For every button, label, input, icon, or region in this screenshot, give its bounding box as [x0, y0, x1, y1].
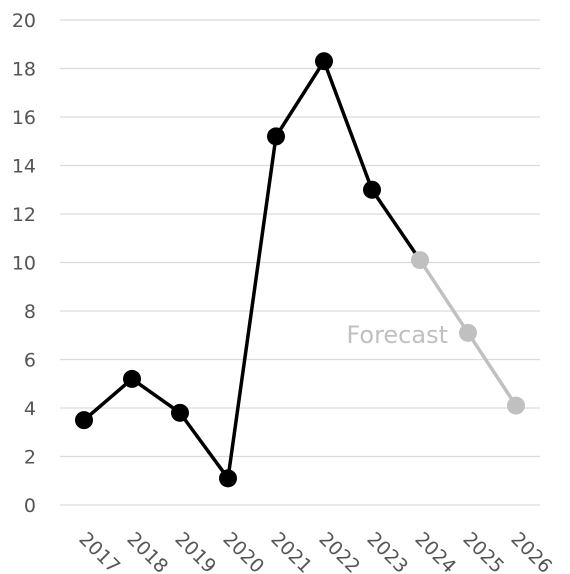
- x-tick-label: 2021: [266, 528, 316, 574]
- data-point-2026: [507, 396, 525, 415]
- x-tick-label: 2022: [314, 528, 364, 574]
- data-point-2025: [459, 323, 477, 342]
- x-tick-label: 2019: [170, 528, 220, 574]
- forecast-annotation: Forecast: [346, 321, 448, 349]
- y-axis-tick-labels: 0 2 4 6 8 10 12 14 16 18 20: [12, 10, 36, 517]
- data-point-2020: [219, 469, 237, 488]
- data-point-2019: [171, 403, 189, 422]
- y-tick-label: 12: [12, 204, 36, 226]
- data-point-2017: [75, 411, 93, 430]
- x-tick-label: 2017: [74, 528, 124, 574]
- y-tick-label: 8: [24, 301, 36, 323]
- y-tick-label: 16: [12, 107, 36, 129]
- y-tick-label: 6: [24, 350, 36, 372]
- x-tick-label: 2025: [458, 528, 508, 574]
- y-tick-label: 0: [24, 495, 36, 517]
- grid-layer: [60, 19, 540, 506]
- x-tick-label: 2026: [506, 528, 556, 574]
- series-layer: [75, 52, 525, 488]
- data-point-2022: [315, 52, 333, 71]
- y-tick-label: 2: [24, 447, 36, 469]
- data-point-2021: [267, 127, 285, 146]
- x-tick-label: 2024: [410, 528, 460, 574]
- y-tick-label: 4: [24, 398, 36, 420]
- x-tick-label: 2018: [122, 528, 172, 574]
- data-point-2023: [363, 180, 381, 199]
- y-tick-label: 18: [12, 59, 36, 81]
- y-tick-label: 10: [12, 253, 36, 275]
- annotation-layer: Forecast: [346, 321, 448, 349]
- x-tick-label: 2023: [362, 528, 412, 574]
- data-point-2024: [411, 251, 429, 270]
- x-tick-label: 2020: [218, 528, 268, 574]
- series-line-1: [82, 59, 422, 481]
- y-tick-label: 20: [12, 10, 36, 32]
- y-tick-label: 14: [12, 156, 36, 178]
- data-point-2018: [123, 369, 141, 388]
